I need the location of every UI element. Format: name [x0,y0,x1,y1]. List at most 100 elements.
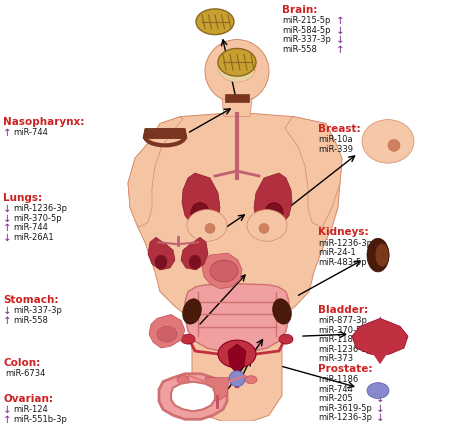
Text: miR-551b-3p: miR-551b-3p [13,414,67,423]
Ellipse shape [218,52,256,82]
Polygon shape [148,237,175,270]
Text: ↓: ↓ [376,413,385,423]
Polygon shape [352,318,408,356]
Polygon shape [372,352,388,364]
Text: miR-744: miR-744 [13,128,48,137]
Text: miR-744: miR-744 [13,223,48,232]
Ellipse shape [189,255,201,269]
Ellipse shape [157,326,177,342]
Polygon shape [181,237,208,270]
Text: Bladder:: Bladder: [318,305,368,314]
Polygon shape [159,374,227,419]
Ellipse shape [247,210,287,241]
Text: ↓: ↓ [3,306,12,316]
Text: miR-558: miR-558 [282,45,317,54]
Polygon shape [254,173,292,229]
Ellipse shape [191,203,209,222]
Text: miR-1180-5p: miR-1180-5p [318,335,372,344]
Text: ↓: ↓ [376,394,385,404]
Polygon shape [228,344,246,374]
Text: miR-483-5p: miR-483-5p [318,258,366,267]
Text: Colon:: Colon: [3,358,40,368]
Text: miR-1186: miR-1186 [318,375,358,384]
Text: miR-205: miR-205 [318,394,353,403]
Text: miR-1236-3p: miR-1236-3p [318,345,372,354]
Polygon shape [182,173,220,229]
Text: Stomach:: Stomach: [3,295,58,305]
Ellipse shape [265,203,283,222]
Text: ↑: ↑ [336,17,345,26]
Text: miR-10a: miR-10a [318,135,353,144]
Text: Lungs:: Lungs: [3,193,42,203]
Ellipse shape [362,120,414,163]
Text: ↓: ↓ [3,214,12,224]
Text: miR-24-1: miR-24-1 [318,248,356,257]
Text: miR-584-5p: miR-584-5p [282,26,330,35]
Text: miR-337-3p: miR-337-3p [13,306,62,315]
Polygon shape [171,382,215,412]
Text: miR-215-5p: miR-215-5p [282,17,330,26]
Ellipse shape [245,376,257,384]
Text: miR-26A1: miR-26A1 [13,233,54,242]
Text: miR-1236-3p: miR-1236-3p [318,239,372,248]
Text: miR-373: miR-373 [318,354,353,363]
Polygon shape [225,94,249,102]
Text: ↑: ↑ [3,414,12,425]
Text: miR-370-5p: miR-370-5p [318,325,366,334]
Text: miR-1236-3p: miR-1236-3p [318,413,372,422]
Polygon shape [185,284,289,352]
Text: ↑: ↑ [3,316,12,325]
Text: ↓: ↓ [376,239,385,249]
Polygon shape [128,117,183,227]
Text: ↓: ↓ [376,248,385,259]
Text: miR-370-5p: miR-370-5p [13,214,62,223]
Polygon shape [222,99,252,117]
Ellipse shape [196,9,234,35]
Text: ↓: ↓ [376,325,385,336]
Circle shape [229,371,245,387]
Text: ↓: ↓ [376,404,385,414]
Circle shape [388,139,400,151]
Text: ↑: ↑ [376,385,385,395]
Circle shape [259,224,269,233]
Text: miR-339: miR-339 [318,144,353,154]
Ellipse shape [279,334,293,344]
Text: ↓: ↓ [336,26,345,36]
Text: Nasopharynx:: Nasopharynx: [3,117,84,127]
Text: ↓: ↓ [376,335,385,345]
Polygon shape [128,114,342,421]
Text: miR-744: miR-744 [318,385,353,394]
Text: miR-124: miR-124 [13,405,48,414]
Ellipse shape [182,299,201,324]
Polygon shape [285,117,342,227]
Text: miR-558: miR-558 [13,316,48,325]
Ellipse shape [155,255,167,269]
Ellipse shape [375,243,389,267]
Ellipse shape [273,299,292,324]
Text: ↑: ↑ [336,45,345,55]
Polygon shape [205,378,229,401]
Circle shape [205,224,215,233]
Text: Ovarian:: Ovarian: [3,394,53,403]
Polygon shape [202,253,242,289]
Text: Brain:: Brain: [282,5,318,15]
Text: ↓: ↓ [3,405,12,415]
Text: ↓: ↓ [3,233,12,243]
Circle shape [205,40,269,103]
Text: ↓: ↓ [3,204,12,214]
Text: miR-6734: miR-6734 [5,369,46,378]
Ellipse shape [210,260,238,282]
Ellipse shape [177,376,189,384]
Text: ↑: ↑ [376,258,385,268]
Text: ↓: ↓ [376,354,385,364]
Ellipse shape [367,238,389,272]
Text: Kidneys:: Kidneys: [318,227,369,237]
Text: ↓: ↓ [376,316,385,326]
Text: Breast:: Breast: [318,124,361,134]
Text: ↓: ↓ [336,35,345,46]
Text: ↓: ↓ [376,345,385,354]
Ellipse shape [181,334,195,344]
Text: miR-1236-3p: miR-1236-3p [13,204,67,213]
Text: ↓: ↓ [376,144,385,155]
Text: Prostate:: Prostate: [318,364,373,374]
